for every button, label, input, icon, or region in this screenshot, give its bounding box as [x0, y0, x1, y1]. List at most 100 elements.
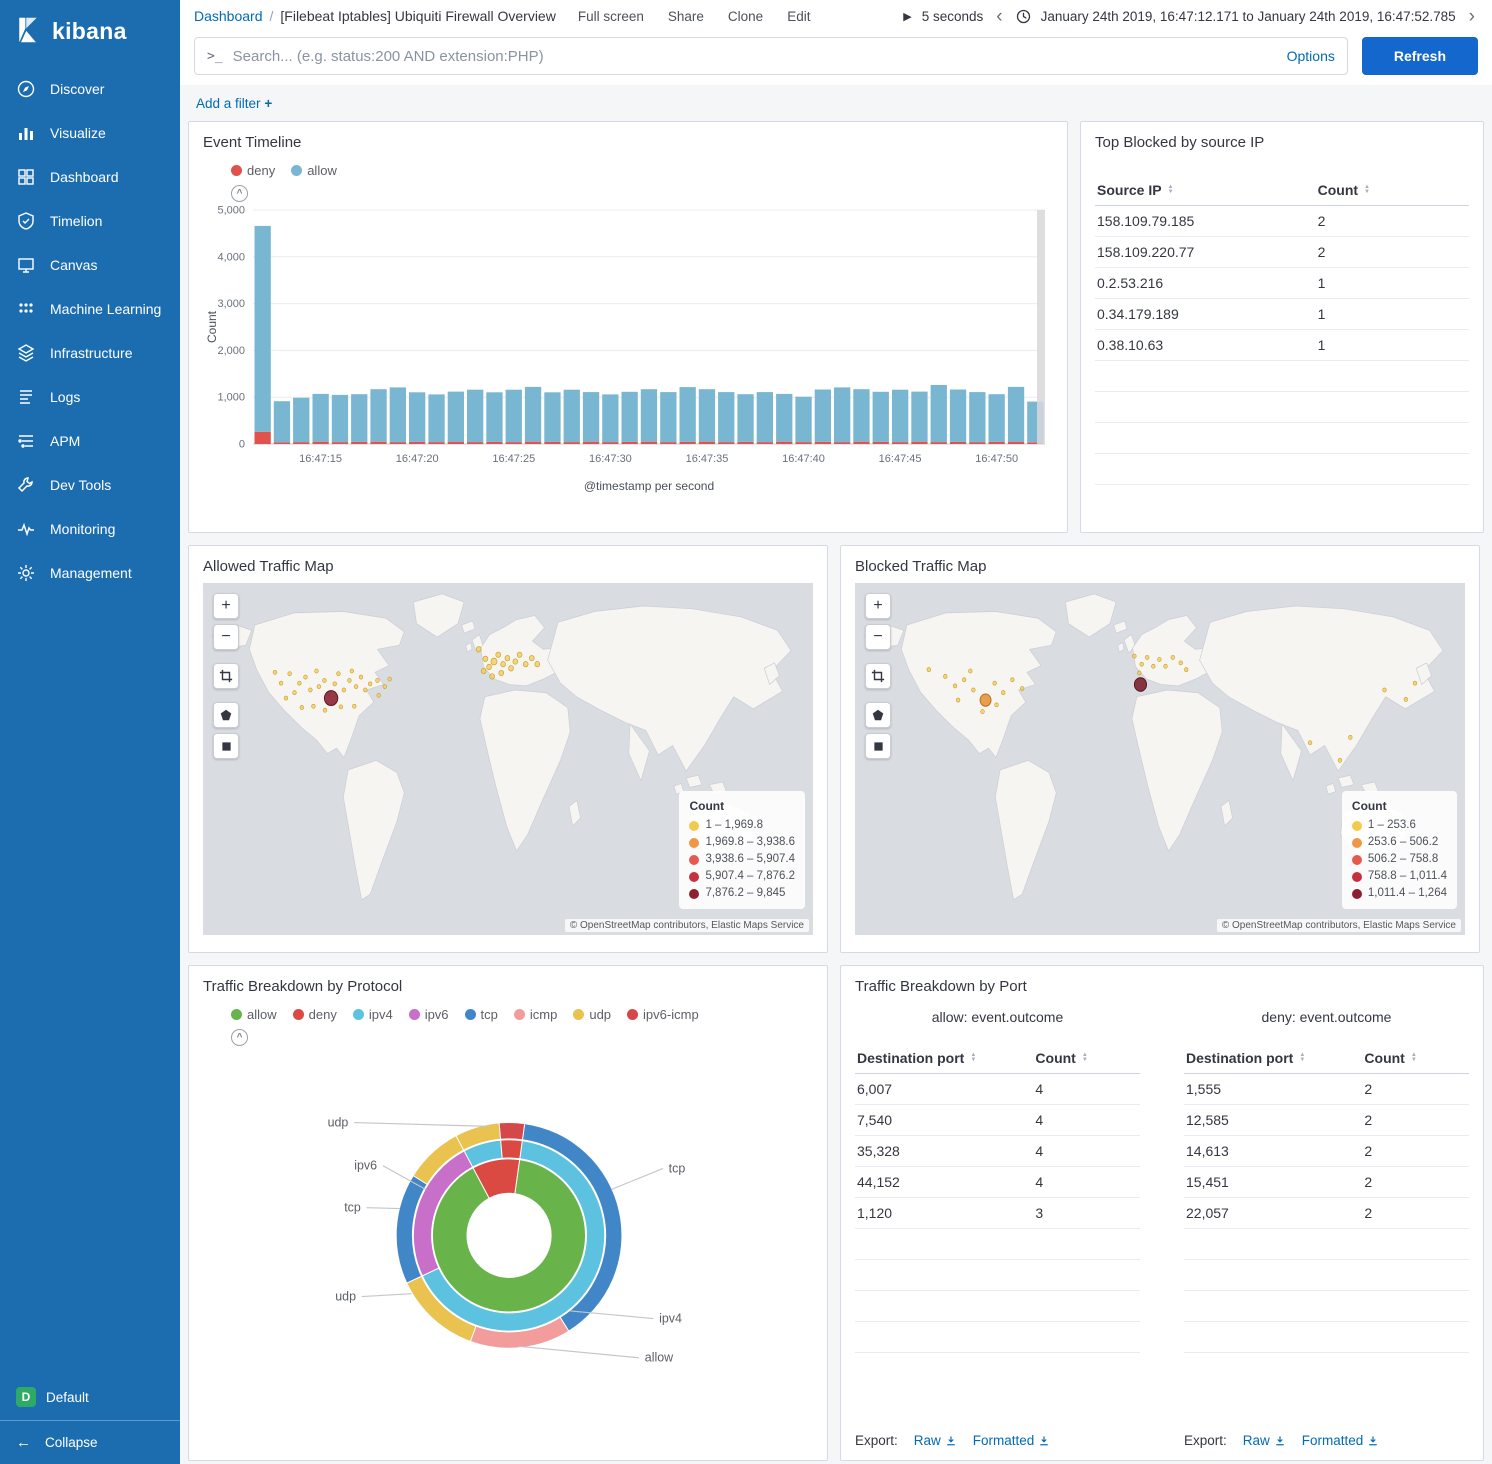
table-caption: deny: event.outcome: [1184, 1009, 1469, 1025]
zoom-in-button[interactable]: +: [865, 593, 891, 619]
column-header[interactable]: Source IP▲▼: [1097, 182, 1174, 198]
map-legend-row: 3,938.6 – 5,907.4: [689, 851, 795, 868]
menu-clone[interactable]: Clone: [728, 9, 763, 24]
sidebar-item-apm[interactable]: APM: [0, 419, 180, 463]
legend-item-udp[interactable]: udp: [573, 1007, 611, 1022]
time-forward-button[interactable]: ›: [1466, 7, 1478, 26]
column-header[interactable]: Count▲▼: [1364, 1050, 1416, 1066]
fit-bounds-button[interactable]: [865, 663, 891, 689]
export-formatted-link[interactable]: Formatted: [1302, 1433, 1380, 1448]
sidebar-item-label: Monitoring: [50, 521, 115, 537]
table-row: 1,1203: [855, 1198, 1140, 1229]
panel-event-timeline: Event Timeline denyallow ^ 5,0004,0003,0…: [188, 121, 1068, 533]
sidebar-item-visualize[interactable]: Visualize: [0, 111, 180, 155]
protocol-legend: allow deny ipv4 ipv6 tcp icmp udp ipv6-icmp: [231, 1007, 813, 1022]
sidebar-item-management[interactable]: Management: [0, 551, 180, 595]
zoom-out-button[interactable]: −: [865, 624, 891, 650]
panel-top-blocked: Top Blocked by source IP Source IP▲▼Coun…: [1080, 121, 1484, 533]
space-selector[interactable]: D Default: [0, 1374, 180, 1420]
legend-dot: [627, 1009, 638, 1020]
empty-table-row: [1095, 392, 1469, 423]
table-row: 12,5852: [1184, 1105, 1469, 1136]
sidebar-item-logs[interactable]: Logs: [0, 375, 180, 419]
apm-icon: [16, 431, 36, 451]
kibana-logo[interactable]: kibana: [0, 0, 180, 67]
legend-dot: [291, 165, 302, 176]
table-row: 44,1524: [855, 1167, 1140, 1198]
panel-port-breakdown: Traffic Breakdown by Port allow: event.o…: [840, 965, 1484, 1461]
legend-item-ipv4[interactable]: ipv4: [353, 1007, 393, 1022]
menu-share[interactable]: Share: [668, 9, 704, 24]
play-auto-refresh-button[interactable]: ▶: [903, 10, 911, 23]
sidebar-item-dev-tools[interactable]: Dev Tools: [0, 463, 180, 507]
sidebar-item-infrastructure[interactable]: Infrastructure: [0, 331, 180, 375]
draw-polygon-filter-button[interactable]: [213, 702, 239, 728]
legend-item-ipv6[interactable]: ipv6: [409, 1007, 449, 1022]
legend-item-ipv6-icmp[interactable]: ipv6-icmp: [627, 1007, 699, 1022]
column-header[interactable]: Destination port▲▼: [1186, 1050, 1305, 1066]
collapse-legend-button[interactable]: ^: [231, 1029, 248, 1046]
table-caption: allow: event.outcome: [855, 1009, 1140, 1025]
add-filter-link[interactable]: Add a filter +: [196, 96, 272, 111]
refresh-interval[interactable]: 5 seconds: [922, 9, 984, 24]
sidebar-item-monitoring[interactable]: Monitoring: [0, 507, 180, 551]
column-header[interactable]: Count▲▼: [1318, 182, 1370, 198]
column-header[interactable]: Destination port▲▼: [857, 1050, 976, 1066]
search-bar[interactable]: >_ Options: [194, 37, 1348, 75]
legend-item-allow[interactable]: allow: [231, 1007, 277, 1022]
breadcrumb-dashboard-link[interactable]: Dashboard: [194, 8, 263, 24]
download-icon: [1367, 1435, 1379, 1447]
export-formatted-link[interactable]: Formatted: [973, 1433, 1051, 1448]
legend-item-icmp[interactable]: icmp: [514, 1007, 557, 1022]
event-timeline-chart[interactable]: 5,0004,0003,0002,0001,000016:47:1516:47:…: [203, 202, 1049, 498]
empty-table-row: [855, 1291, 1140, 1322]
draw-bounds-filter-button[interactable]: [865, 733, 891, 759]
svg-text:16:47:25: 16:47:25: [492, 453, 535, 465]
fit-bounds-button[interactable]: [213, 663, 239, 689]
table-row: 35,3284: [855, 1136, 1140, 1167]
empty-table-row: [1184, 1291, 1469, 1322]
protocol-sunburst-chart[interactable]: allowdenyipv4ipv6ipv4denytcpicmpudptcpud…: [203, 1046, 815, 1398]
legend-item-tcp[interactable]: tcp: [465, 1007, 498, 1022]
empty-table-row: [1184, 1322, 1469, 1353]
sidebar-item-timelion[interactable]: Timelion: [0, 199, 180, 243]
draw-bounds-filter-button[interactable]: [213, 733, 239, 759]
legend-item-allow[interactable]: allow: [291, 163, 337, 178]
sidebar-item-dashboard[interactable]: Dashboard: [0, 155, 180, 199]
zoom-in-button[interactable]: +: [213, 593, 239, 619]
refresh-button[interactable]: Refresh: [1362, 37, 1478, 75]
menu-full-screen[interactable]: Full screen: [578, 9, 644, 24]
sidebar-item-machine-learning[interactable]: Machine Learning: [0, 287, 180, 331]
timeline-legend: deny allow: [231, 163, 1053, 178]
search-input[interactable]: [233, 48, 1277, 65]
draw-polygon-filter-button[interactable]: [865, 702, 891, 728]
allowed-traffic-map[interactable]: + − Count1 – 1,969.81,969.8 – 3,938.63,9…: [203, 583, 813, 935]
time-range[interactable]: January 24th 2019, 16:47:12.171 to Janua…: [1041, 9, 1456, 24]
panel-title: Blocked Traffic Map: [855, 558, 1465, 575]
table-row: 15,4512: [1184, 1167, 1469, 1198]
legend-item-deny[interactable]: deny: [293, 1007, 337, 1022]
sidebar-item-canvas[interactable]: Canvas: [0, 243, 180, 287]
table-cell: 35,328: [855, 1143, 1033, 1159]
export-raw-link[interactable]: Raw: [1243, 1433, 1286, 1448]
zoom-out-button[interactable]: −: [213, 624, 239, 650]
legend-dot: [514, 1009, 525, 1020]
map-legend-row: 758.8 – 1,011.4: [1352, 868, 1447, 885]
export-raw-link[interactable]: Raw: [914, 1433, 957, 1448]
legend-item-deny[interactable]: deny: [231, 163, 275, 178]
table-cell: 2: [1362, 1143, 1469, 1159]
legend-dot: [231, 1009, 242, 1020]
blocked-traffic-map[interactable]: + − Count1 – 253.6253.6 – 506.2506.2 – 7…: [855, 583, 1465, 935]
time-back-button[interactable]: ‹: [993, 7, 1005, 26]
query-options-link[interactable]: Options: [1287, 48, 1335, 64]
menu-edit[interactable]: Edit: [787, 9, 810, 24]
logs-icon: [16, 387, 36, 407]
kibana-logo-text: kibana: [52, 18, 127, 45]
export-row: Export: Raw Formatted: [855, 1423, 1140, 1448]
collapse-legend-button[interactable]: ^: [231, 185, 248, 202]
map-legend-row: 7,876.2 – 9,845: [689, 885, 795, 902]
collapse-nav-button[interactable]: ← Collapse: [0, 1420, 180, 1464]
sidebar-item-discover[interactable]: Discover: [0, 67, 180, 111]
column-header[interactable]: Count▲▼: [1035, 1050, 1087, 1066]
map-legend-row: 1 – 1,969.8: [689, 817, 795, 834]
